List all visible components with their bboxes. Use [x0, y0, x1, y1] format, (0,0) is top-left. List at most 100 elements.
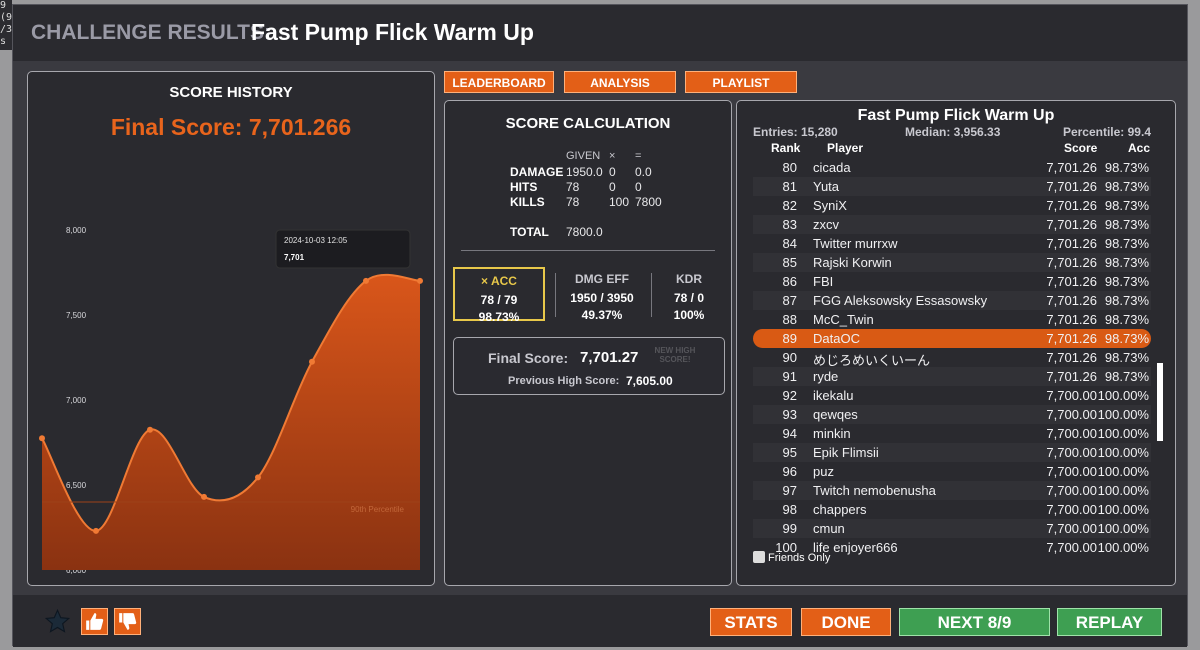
history-point[interactable]: [255, 474, 261, 481]
row-acc: 98.73%: [1104, 179, 1149, 194]
final-score-label: Final Score:: [488, 350, 569, 366]
column-header-player[interactable]: Player: [827, 141, 864, 155]
history-point[interactable]: [147, 426, 153, 433]
leaderboard-title: Fast Pump Flick Warm Up: [857, 107, 1055, 124]
leaderboard-row[interactable]: 96 puz 7,700.00 100.00%: [753, 462, 1151, 481]
row-score: 7,701.26: [1046, 198, 1097, 213]
leaderboard-row[interactable]: 80 cicada 7,701.26 98.73%: [753, 158, 1151, 177]
leaderboard-scrollbar[interactable]: [1157, 363, 1163, 441]
done-button[interactable]: DONE: [801, 608, 891, 636]
calc-kills-given: 78: [566, 195, 580, 209]
tooltip-date: 2024-10-03 12:05: [284, 236, 348, 245]
leaderboard-row[interactable]: 99 cmun 7,700.00 100.00%: [753, 519, 1151, 538]
leaderboard-row[interactable]: 82 SyniX 7,701.26 98.73%: [753, 196, 1151, 215]
column-header-acc[interactable]: Acc: [1128, 141, 1151, 155]
row-acc: 98.73%: [1104, 369, 1149, 384]
row-player: SyniX: [813, 198, 847, 213]
row-acc: 100.00%: [1097, 521, 1149, 536]
stat-box-accuracy: × ACC 78 / 79 98.73%: [453, 267, 545, 324]
row-score: 7,700.00: [1046, 426, 1097, 441]
history-point[interactable]: [39, 435, 45, 442]
favorite-button[interactable]: [44, 608, 71, 635]
tab-leaderboard[interactable]: LEADERBOARD: [444, 71, 554, 93]
leaderboard-row[interactable]: 88 McC_Twin 7,701.26 98.73%: [753, 310, 1151, 329]
leaderboard-row[interactable]: 81 Yuta 7,701.26 98.73%: [753, 177, 1151, 196]
replay-button[interactable]: REPLAY: [1057, 608, 1162, 636]
row-score: 7,701.26: [1046, 350, 1097, 365]
leaderboard-row-current-player[interactable]: 89 DataOC 7,701.26 98.73%: [753, 329, 1151, 348]
leaderboard-row[interactable]: 95 Epik Flimsii 7,700.00 100.00%: [753, 443, 1151, 462]
leaderboard-row[interactable]: 94 minkin 7,700.00 100.00%: [753, 424, 1151, 443]
history-point[interactable]: [363, 277, 369, 284]
history-point[interactable]: [201, 493, 207, 500]
row-rank: 93: [782, 407, 797, 422]
row-player: ryde: [813, 369, 839, 384]
stat-kdr-values: 78 / 0: [673, 291, 705, 305]
history-point[interactable]: [309, 358, 315, 365]
row-score: 7,701.26: [1046, 236, 1097, 251]
leaderboard-row[interactable]: 90 めじろめいくいーん 7,701.26 98.73%: [753, 348, 1151, 368]
history-point[interactable]: [93, 527, 99, 534]
row-rank: 94: [782, 426, 797, 441]
row-rank: 90: [782, 350, 797, 365]
row-score: 7,701.26: [1046, 331, 1097, 346]
row-score: 7,700.00: [1046, 540, 1097, 555]
leaderboard-row[interactable]: 91 ryde 7,701.26 98.73%: [753, 367, 1151, 386]
calc-total-value: 7800.0: [566, 225, 603, 239]
friends-only-checkbox[interactable]: [753, 551, 765, 563]
row-rank: 99: [782, 521, 797, 536]
column-header-score[interactable]: Score: [1064, 141, 1098, 155]
column-header-rank[interactable]: Rank: [771, 141, 801, 155]
row-rank: 96: [782, 464, 797, 479]
leaderboard-row[interactable]: 92 ikekalu 7,700.00 100.00%: [753, 386, 1151, 405]
row-acc: 98.73%: [1104, 350, 1149, 365]
stat-separator: [651, 273, 652, 317]
row-rank: 97: [782, 483, 797, 498]
history-point[interactable]: [417, 277, 423, 284]
bottom-bar: STATS DONE NEXT 8/9 REPLAY: [13, 595, 1187, 647]
final-score-box: NEW HIGH SCORE! Final Score: 7,701.27 Pr…: [453, 337, 725, 395]
friends-only-toggle[interactable]: Friends Only: [753, 551, 830, 564]
leaderboard-panel: Fast Pump Flick Warm Up Entries: 15,280 …: [736, 100, 1176, 586]
tooltip-box: [275, 229, 411, 269]
calc-hits-given: 78: [566, 180, 580, 194]
chart-tooltip: 2024-10-03 12:05 7,701: [275, 229, 411, 269]
row-player: McC_Twin: [813, 312, 874, 327]
previous-high-score-value: 7,605.00: [626, 374, 673, 388]
calc-kills-mult: 100: [609, 195, 630, 209]
calc-label-kills: KILLS: [510, 195, 545, 209]
row-acc: 100.00%: [1097, 426, 1149, 441]
row-player: cmun: [813, 521, 845, 536]
row-player: Rajski Korwin: [813, 255, 892, 270]
leaderboard-row[interactable]: 83 zxcv 7,701.26 98.73%: [753, 215, 1151, 234]
stats-button[interactable]: STATS: [710, 608, 792, 636]
row-rank: 87: [782, 293, 797, 308]
row-rank: 86: [782, 274, 797, 289]
calc-header-given: GIVEN: [566, 150, 601, 162]
leaderboard-median: Median: 3,956.33: [905, 125, 1001, 139]
tab-analysis[interactable]: ANALYSIS: [564, 71, 676, 93]
leaderboard-row[interactable]: 86 FBI 7,701.26 98.73%: [753, 272, 1151, 291]
calc-hits-mult: 0: [609, 180, 616, 194]
leaderboard-row[interactable]: 100 life enjoyer666 7,700.00 100.00%: [753, 538, 1151, 557]
row-rank: 92: [782, 388, 797, 403]
stat-damage-efficiency-percent: 49.37%: [581, 308, 623, 322]
leaderboard-row[interactable]: 85 Rajski Korwin 7,701.26 98.73%: [753, 253, 1151, 272]
row-player: zxcv: [813, 217, 839, 232]
row-score: 7,700.00: [1046, 502, 1097, 517]
stat-box-kdr: KDR 78 / 0 100%: [649, 267, 729, 322]
stat-label-accuracy: × ACC: [481, 274, 517, 288]
dislike-button[interactable]: [114, 608, 141, 635]
leaderboard-row[interactable]: 97 Twitch nemobenusha 7,700.00 100.00%: [753, 481, 1151, 500]
row-rank: 82: [782, 198, 797, 213]
row-score: 7,700.00: [1046, 521, 1097, 536]
like-button[interactable]: [81, 608, 108, 635]
calc-hits-result: 0: [635, 180, 642, 194]
leaderboard-row[interactable]: 84 Twitter murrxw 7,701.26 98.73%: [753, 234, 1151, 253]
leaderboard-row[interactable]: 93 qewqes 7,700.00 100.00%: [753, 405, 1151, 424]
leaderboard-row[interactable]: 98 chappers 7,700.00 100.00%: [753, 500, 1151, 519]
tab-playlist[interactable]: PLAYLIST: [685, 71, 797, 93]
leaderboard-row[interactable]: 87 FGG Aleksowsky Essasowsky 7,701.26 98.73…: [753, 291, 1151, 310]
calc-header-equals: =: [635, 150, 642, 162]
next-button[interactable]: NEXT 8/9: [899, 608, 1050, 636]
